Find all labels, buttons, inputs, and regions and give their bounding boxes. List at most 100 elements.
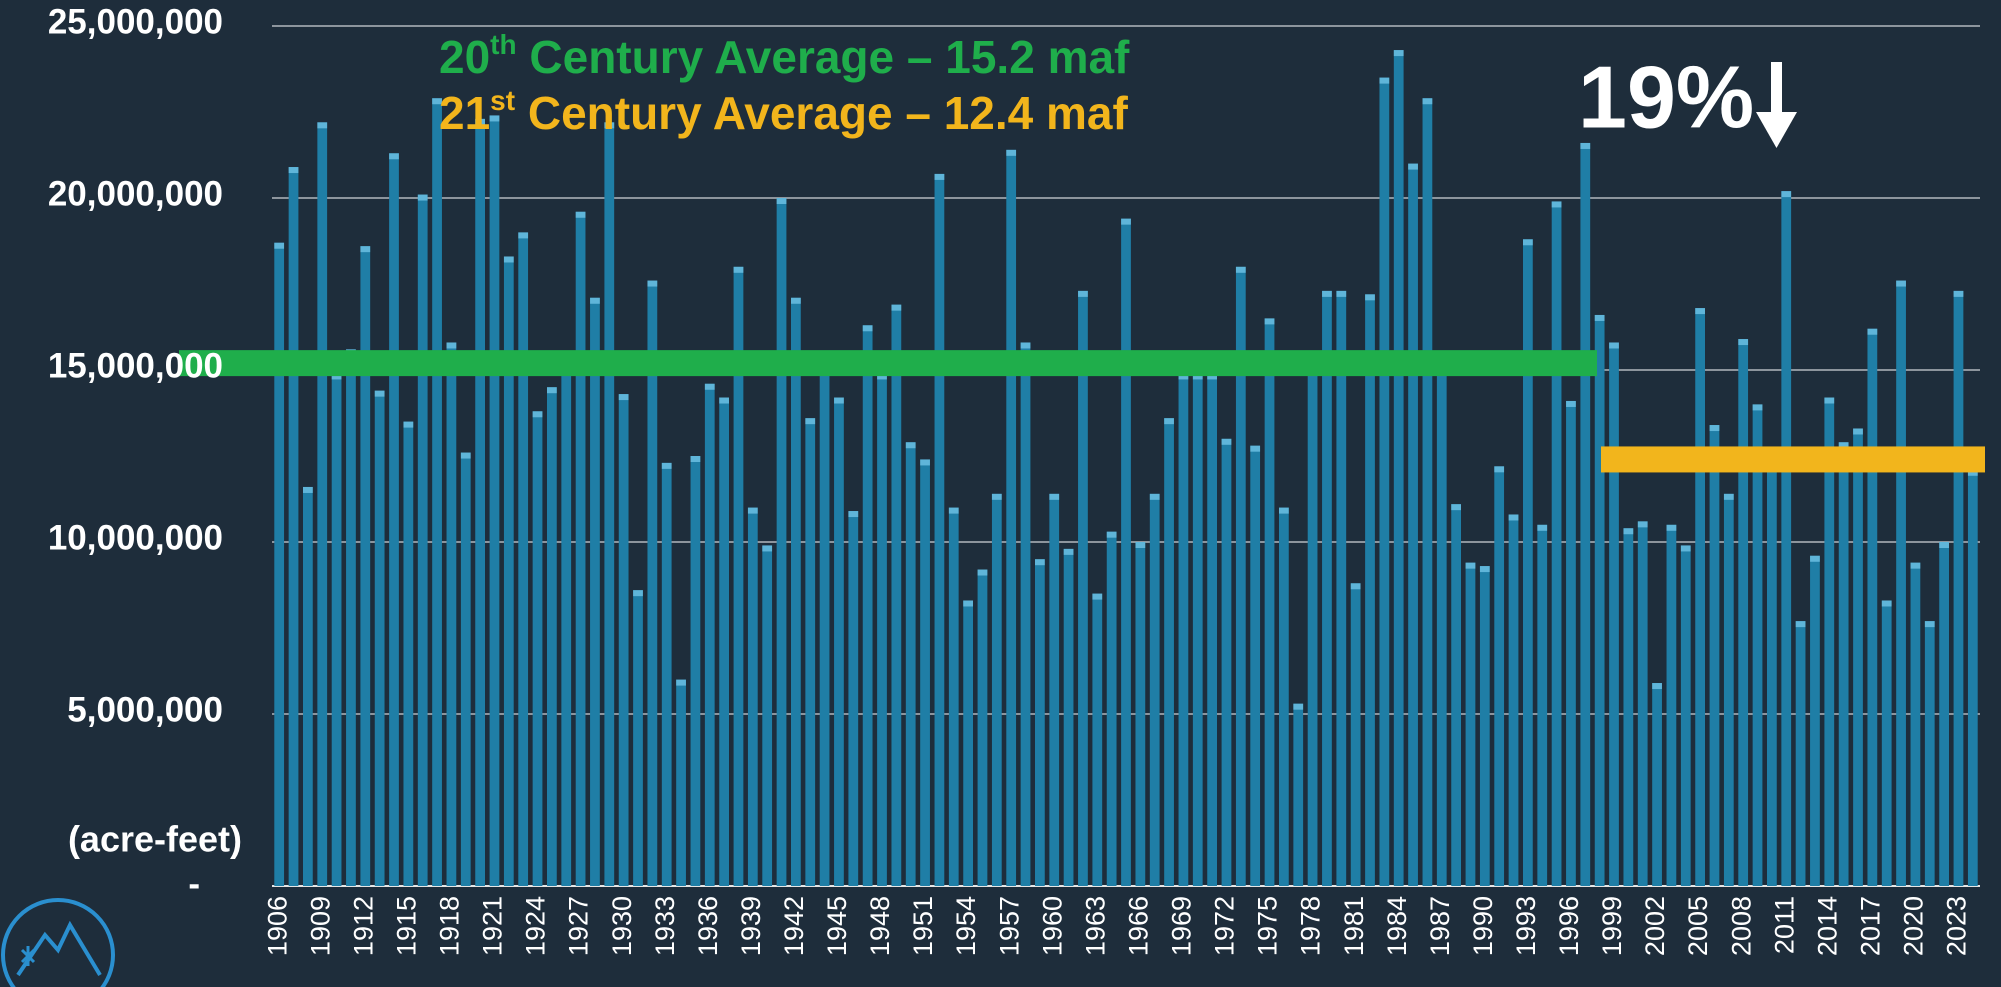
- bar: [877, 373, 887, 886]
- bar: [747, 507, 758, 886]
- bar-highlight: [1164, 418, 1174, 425]
- bar: [905, 442, 916, 886]
- bar: [374, 390, 385, 886]
- y-tick-label: 25,000,000: [48, 2, 223, 41]
- bar: [590, 297, 600, 886]
- bar: [1207, 373, 1217, 886]
- x-tick-label: 2020: [1899, 896, 1929, 956]
- bar-highlight: [1279, 507, 1289, 514]
- bar: [920, 459, 930, 886]
- bar-highlight: [1149, 493, 1160, 500]
- bar-highlight: [1092, 593, 1103, 600]
- bar-highlight: [1322, 290, 1332, 297]
- bar: [1078, 290, 1088, 886]
- x-tick-label: 2014: [1812, 896, 1842, 956]
- bar: [1508, 514, 1519, 886]
- bar: [1795, 621, 1806, 886]
- bar-highlight: [374, 390, 385, 397]
- x-tick-label: 2011: [1769, 896, 1799, 954]
- bar-highlight: [991, 493, 1002, 500]
- bar: [1336, 290, 1347, 886]
- x-tick-label: 1990: [1468, 896, 1498, 956]
- bar: [604, 122, 615, 886]
- bar: [1379, 77, 1390, 887]
- bar: [1695, 308, 1705, 887]
- bar: [575, 211, 586, 886]
- bar: [1881, 600, 1892, 886]
- bar: [1279, 507, 1289, 886]
- average-label-suffix: th: [490, 29, 516, 60]
- bar: [1566, 400, 1576, 886]
- bar-highlight: [432, 98, 442, 105]
- bar: [805, 418, 816, 886]
- bar-highlight: [1709, 425, 1720, 432]
- bar-highlight: [1566, 400, 1576, 407]
- bar: [1006, 149, 1017, 887]
- bar: [834, 397, 844, 886]
- bar: [1422, 98, 1433, 887]
- bar-highlight: [1652, 683, 1662, 690]
- bar-highlight: [317, 122, 328, 129]
- bar-highlight: [1293, 703, 1304, 710]
- bar: [1164, 418, 1174, 886]
- bar-highlight: [1350, 583, 1361, 590]
- bar: [1924, 621, 1935, 886]
- bar-highlight: [1738, 339, 1749, 346]
- x-tick-label: 1993: [1511, 896, 1541, 956]
- bar-highlight: [834, 397, 844, 404]
- bar: [1192, 373, 1203, 886]
- bar: [403, 421, 414, 886]
- logo-mountain: [16, 920, 102, 977]
- bar-highlight: [690, 456, 701, 462]
- y-tick-label: -: [188, 864, 200, 903]
- x-tick-label: 1954: [951, 896, 981, 956]
- bar: [647, 280, 658, 886]
- x-tick-label: 1975: [1253, 896, 1283, 956]
- logo-snowflake: [20, 946, 36, 966]
- average-label: 21st Century Average – 12.4 maf: [439, 85, 1129, 139]
- bar: [676, 679, 686, 886]
- bar-highlight: [1121, 218, 1131, 225]
- bar-highlight: [547, 387, 557, 394]
- bar: [1035, 559, 1045, 886]
- bar: [1838, 442, 1849, 886]
- bar-highlight: [1939, 542, 1949, 548]
- x-tick-label: 1915: [391, 896, 421, 956]
- bar: [547, 387, 557, 886]
- bar: [1451, 504, 1461, 886]
- bar-highlight: [633, 590, 643, 597]
- average-label: 20th Century Average – 15.2 maf: [439, 29, 1130, 83]
- bar-highlight: [704, 383, 715, 390]
- bar-highlight: [475, 118, 485, 125]
- bar: [690, 456, 701, 886]
- average-label-text: Century Average – 15.2 maf: [517, 31, 1130, 83]
- bar: [819, 363, 830, 886]
- bar-highlight: [920, 459, 930, 466]
- bar-highlight: [977, 569, 988, 576]
- bar: [848, 511, 859, 886]
- bar-highlight: [1465, 562, 1476, 569]
- bar-highlight: [848, 511, 859, 518]
- x-tick-label: 1933: [650, 896, 680, 956]
- bar-highlight: [905, 442, 916, 449]
- x-tick-label: 1966: [1123, 896, 1153, 956]
- bar-highlight: [1006, 149, 1017, 156]
- bar: [1264, 318, 1275, 886]
- logo: [1, 898, 115, 987]
- bar-highlight: [1537, 524, 1548, 531]
- bar-highlight: [1781, 191, 1792, 198]
- x-tick-label: 1951: [908, 896, 938, 956]
- bar: [1479, 566, 1490, 886]
- bar: [475, 118, 485, 886]
- x-tick-label: 1999: [1597, 896, 1627, 956]
- bar: [633, 590, 643, 886]
- bar-highlight: [1408, 163, 1418, 170]
- x-tick-label: 1960: [1037, 896, 1067, 956]
- bar-highlight: [1235, 266, 1246, 273]
- bar: [1307, 370, 1318, 886]
- logo-ring: [1, 898, 115, 987]
- bar: [1020, 342, 1031, 887]
- bar-highlight: [532, 411, 543, 418]
- bar-highlight: [1695, 308, 1705, 315]
